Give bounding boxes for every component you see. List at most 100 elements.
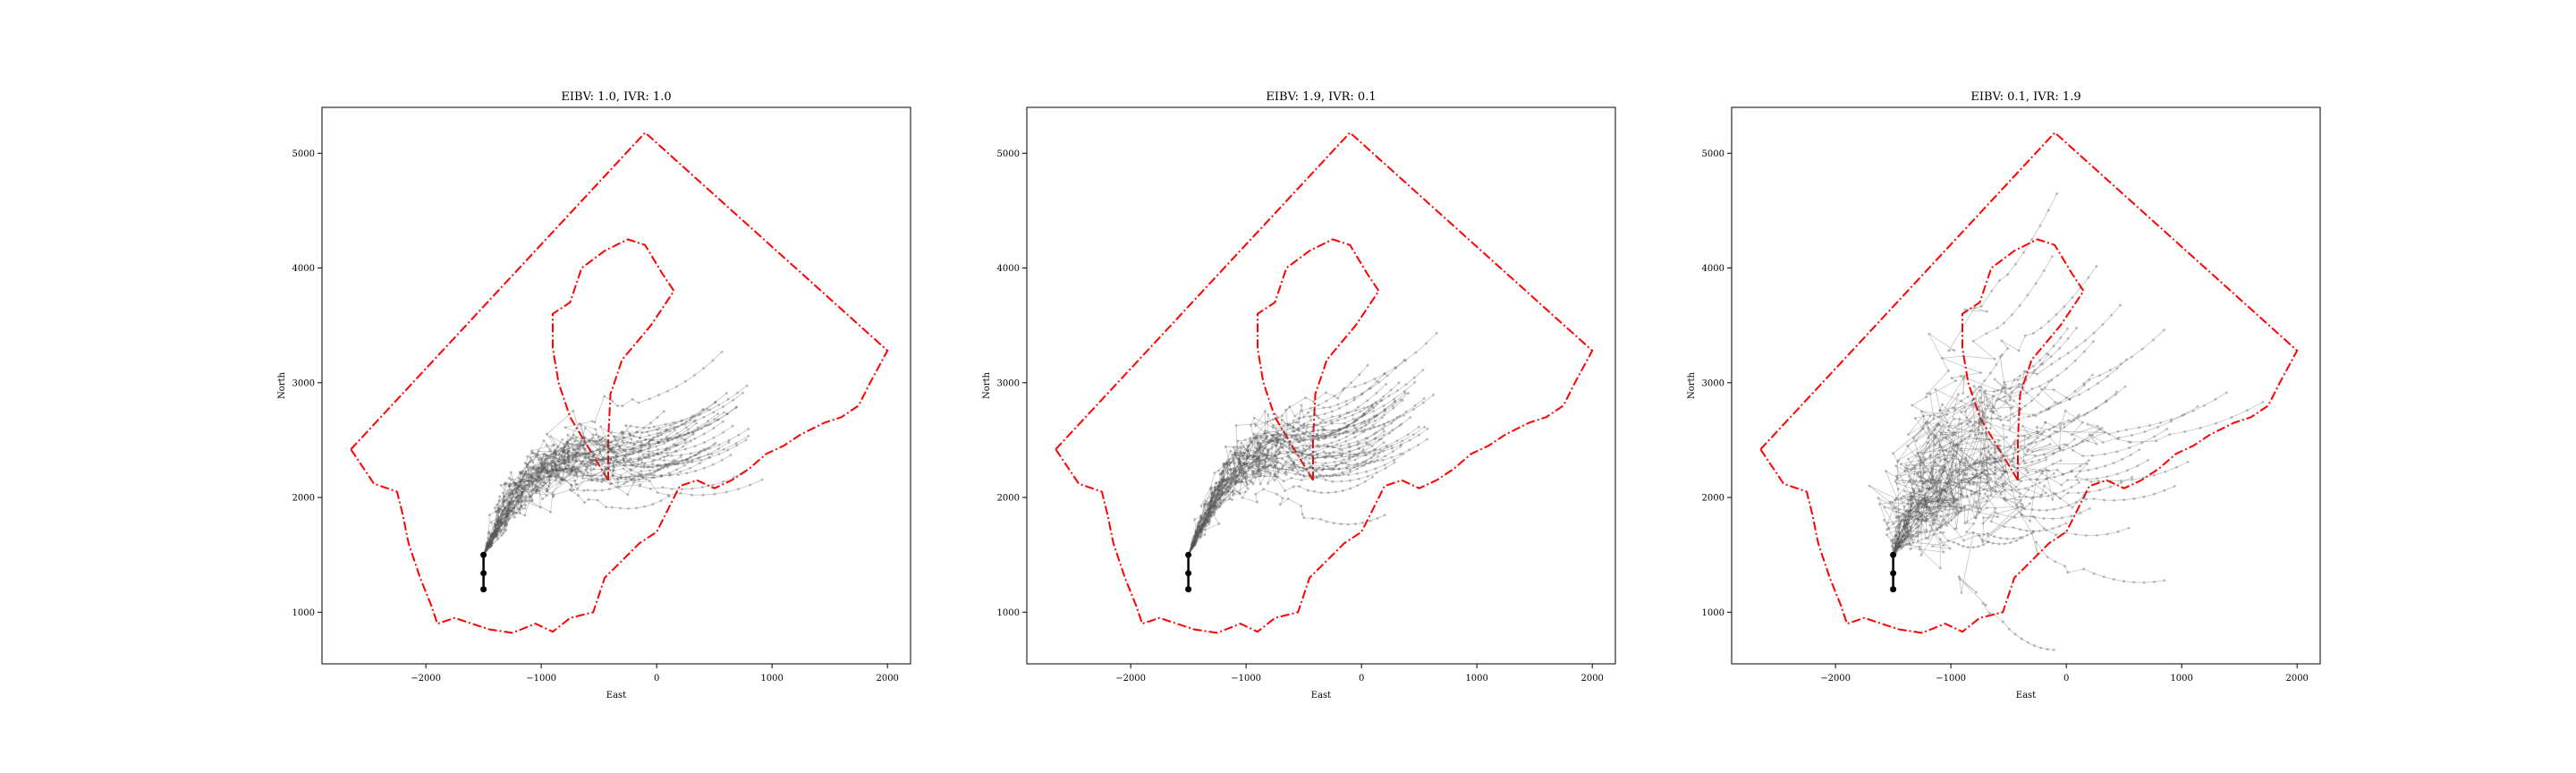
trajectory-point: [2017, 463, 2021, 466]
trajectory-point: [1955, 508, 1959, 512]
trajectory-point: [1281, 467, 1284, 470]
trajectory-point: [1296, 432, 1300, 436]
trajectory-point: [716, 412, 720, 416]
trajectory-point: [1990, 289, 1994, 293]
trajectory-point: [690, 416, 693, 420]
trajectory-point: [699, 427, 703, 430]
trajectory-point: [536, 488, 538, 491]
trajectory-point: [1273, 479, 1276, 482]
trajectory-point: [548, 481, 552, 485]
trajectory-point: [1222, 478, 1224, 481]
trajectory-point: [587, 455, 590, 459]
trajectory-point: [2023, 334, 2027, 337]
trajectory-point: [2125, 428, 2128, 431]
trajectory-point: [1347, 411, 1351, 414]
trajectory-point: [2017, 479, 2021, 482]
trajectory-point: [1217, 497, 1221, 500]
trajectory-point: [495, 528, 498, 531]
trajectory-point: [1247, 468, 1250, 471]
trajectory-point: [555, 445, 559, 448]
trajectory-point: [1894, 541, 1897, 544]
trajectory-point: [1223, 484, 1226, 488]
trajectory-point: [1344, 439, 1348, 443]
trajectory-point: [1896, 488, 1900, 490]
trajectory-point: [1327, 467, 1331, 471]
trajectory-point: [2020, 408, 2023, 412]
trajectory-point: [601, 457, 605, 461]
trajectory-point: [1994, 465, 1997, 469]
trajectory-point: [2162, 328, 2165, 332]
trajectory-point: [570, 489, 573, 493]
x-tick-label: 1000: [2170, 674, 2192, 684]
trajectory-point: [1292, 450, 1294, 454]
trajectory-point: [2023, 507, 2027, 511]
trajectory-point: [1254, 446, 1257, 450]
trajectory-point: [488, 544, 492, 548]
trajectory-point: [1897, 522, 1901, 526]
trajectory-point: [1256, 459, 1259, 463]
trajectory-point: [2115, 472, 2119, 476]
trajectory-point: [1350, 381, 1352, 385]
trajectory-point: [1365, 442, 1368, 446]
trajectory-point: [541, 461, 545, 463]
trajectory-point: [487, 542, 491, 546]
trajectory-point: [1966, 460, 1970, 463]
trajectory-point: [1343, 386, 1346, 390]
start-path-point: [1890, 551, 1897, 558]
trajectory-point: [608, 462, 612, 465]
trajectory-point: [512, 500, 515, 504]
trajectory-point: [2116, 530, 2120, 533]
trajectory-point: [1249, 463, 1252, 467]
trajectory-point: [560, 476, 564, 480]
trajectory-point: [1951, 457, 1954, 461]
trajectory-point: [2132, 497, 2136, 500]
trajectory-point: [1904, 518, 1908, 522]
trajectory-point: [556, 459, 560, 463]
trajectory-point: [1226, 485, 1230, 488]
trajectory-point: [530, 480, 534, 484]
trajectory-point: [1223, 479, 1226, 481]
trajectory-point: [1211, 505, 1215, 508]
trajectory-point: [692, 414, 696, 418]
trajectory-point: [1947, 502, 1951, 505]
trajectory-point: [570, 470, 573, 473]
trajectory-point: [2059, 336, 2063, 339]
trajectory-point: [664, 463, 667, 466]
trajectory-point: [603, 471, 606, 475]
trajectory-point: [2058, 357, 2062, 361]
trajectory-point: [513, 482, 516, 486]
trajectory-point: [2100, 426, 2104, 429]
trajectory-point: [2004, 483, 2007, 486]
trajectory-point: [1216, 497, 1219, 501]
trajectory-point: [582, 488, 586, 492]
trajectory-point: [619, 461, 622, 464]
trajectory-line: [483, 412, 724, 556]
trajectory-point: [1288, 455, 1292, 459]
trajectory-point: [1383, 372, 1386, 376]
trajectory-point: [1930, 478, 1934, 481]
trajectory-point: [538, 505, 542, 509]
trajectory-point: [545, 494, 548, 497]
trajectory-point: [1202, 524, 1206, 528]
trajectory-point: [1950, 377, 1953, 379]
trajectory-point: [565, 455, 569, 459]
trajectory-point: [1896, 543, 1900, 546]
trajectory-point: [2038, 530, 2041, 533]
trajectory-point: [686, 460, 690, 463]
trajectory-point: [2021, 386, 2025, 389]
trajectory-point: [571, 454, 574, 457]
trajectory-point: [1203, 499, 1207, 503]
trajectory-point: [712, 411, 716, 414]
trajectory-point: [689, 419, 692, 421]
trajectory-point: [550, 464, 554, 468]
trajectory-point: [1977, 533, 1980, 537]
trajectory-point: [1951, 501, 1954, 505]
trajectory-point: [1997, 448, 2001, 452]
trajectory-point: [1362, 430, 1366, 434]
trajectory-point: [513, 483, 517, 487]
trajectory-point: [1913, 466, 1917, 470]
trajectory-point: [1216, 488, 1220, 492]
trajectory-point: [1308, 462, 1311, 465]
trajectory-point: [571, 469, 574, 472]
trajectory-point: [1988, 457, 1992, 461]
